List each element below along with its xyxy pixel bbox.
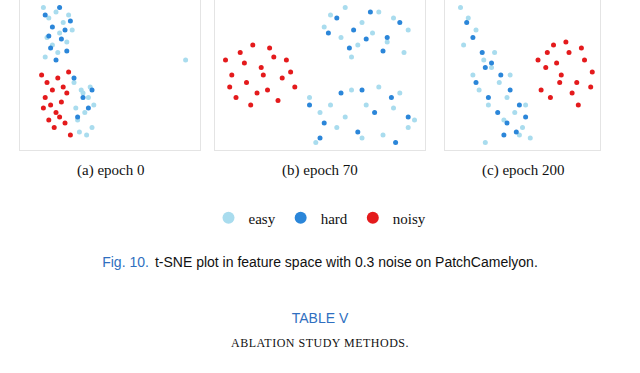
svg-text:noisy: noisy — [393, 211, 426, 227]
html-text:ABLATION STUDY METHODS.: ABLATION STUDY METHODS. — [231, 336, 409, 350]
html-text:Fig. 10. t-SNE plot in feature: Fig. 10. t-SNE plot in feature space wit… — [102, 254, 538, 270]
svg-text:easy: easy — [249, 211, 276, 227]
svg-text:(b) epoch 70: (b) epoch 70 — [282, 162, 358, 179]
svg-text:(a) epoch 0: (a) epoch 0 — [77, 162, 144, 179]
svg-text:(c) epoch 200: (c) epoch 200 — [482, 162, 564, 179]
svg-text:hard: hard — [321, 211, 348, 227]
html-text:TABLE V: TABLE V — [291, 310, 349, 326]
